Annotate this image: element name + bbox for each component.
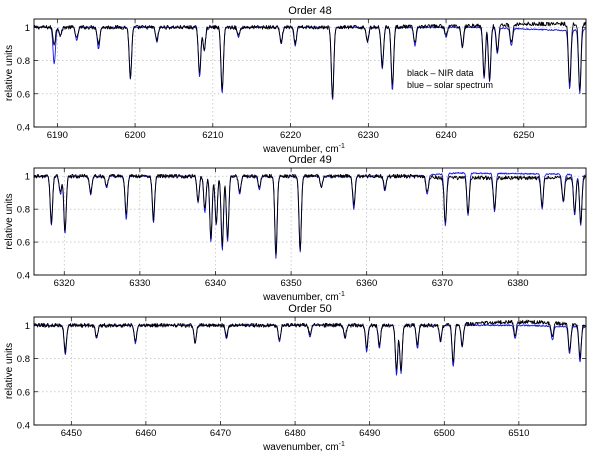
x-axis-label: wavenumber, cm-1 [262,291,345,303]
x-tick-label: 6210 [202,130,223,141]
solar-spectrum-line [34,324,586,376]
x-axis-label-text: wavenumber, cm [262,442,339,453]
panel-order-50: 6450 6460 6470 6480 6490 6500 6510 0.4 0.6 0.8 1 Or… [4,303,587,453]
solar-spectrum-line [34,171,586,259]
plot-frame [33,316,587,426]
x-tick-label: 6190 [47,130,68,141]
x-tick-label: 6240 [435,130,456,141]
x-tick-label: 6200 [125,130,146,141]
panel-order-49: 6320 6330 6340 6350 6360 6370 6380 0.4 0.6 0.8 1 Or… [4,154,587,303]
x-tick-label: 6380 [507,278,528,289]
solar-spectrum-line [34,26,586,100]
x-tick-label: 6470 [210,428,231,439]
y-tick-label: 0.8 [17,205,30,216]
x-axis-label-exponent: -1 [339,143,345,150]
y-axis-label: relative units [4,45,15,101]
x-axis-label-text: wavenumber, cm [262,292,339,303]
plot-frame [33,167,587,276]
panel-title: Order 48 [288,5,331,17]
x-tick-label: 6250 [513,130,534,141]
y-tick-label: 0.8 [17,56,30,67]
y-tick-label: 0.6 [17,89,30,100]
panel-order-48: 6190 6200 6210 6220 6230 6240 6250 0.4 0.6 0.8 1 Or… [4,5,587,155]
legend-entry: blue – solar spectrum [407,80,493,90]
x-tick-label: 6340 [205,278,226,289]
x-tick-label: 6320 [54,278,75,289]
x-tick-label: 6500 [434,428,455,439]
x-tick-label: 6480 [285,428,306,439]
nir-data-line [34,21,586,98]
x-axis-label: wavenumber, cm-1 [262,143,345,155]
x-tick-label: 6510 [508,428,529,439]
x-tick-label: 6360 [356,278,377,289]
y-tick-label: 0.4 [17,271,30,282]
x-tick-label: 6370 [432,278,453,289]
x-axis-label-exponent: -1 [339,291,345,298]
x-tick-label: 6450 [61,428,82,439]
x-tick-label: 6230 [358,130,379,141]
x-tick-label: 6460 [135,428,156,439]
plot-frame [33,18,587,128]
panel-title: Order 50 [288,303,331,315]
y-tick-label: 0.4 [17,421,30,432]
x-axis-label-exponent: -1 [339,441,345,448]
x-tick-label: 6220 [280,130,301,141]
y-tick-label: 1 [25,172,30,183]
y-tick-label: 0.8 [17,354,30,365]
x-axis-label-text: wavenumber, cm [262,144,339,155]
x-tick-label: 6330 [129,278,150,289]
y-tick-label: 0.6 [17,387,30,398]
y-axis-label: relative units [4,193,15,249]
nir-data-line [34,319,586,371]
y-tick-label: 0.4 [17,123,30,134]
legend-entry: black – NIR data [407,68,474,78]
x-axis-label: wavenumber, cm-1 [262,441,345,453]
x-tick-label: 6490 [359,428,380,439]
y-tick-label: 1 [25,321,30,332]
nir-data-line [34,173,586,255]
panel-title: Order 49 [288,154,331,166]
x-tick-label: 6350 [281,278,302,289]
y-axis-label: relative units [4,343,15,399]
y-tick-label: 1 [25,23,30,34]
y-tick-label: 0.6 [17,238,30,249]
